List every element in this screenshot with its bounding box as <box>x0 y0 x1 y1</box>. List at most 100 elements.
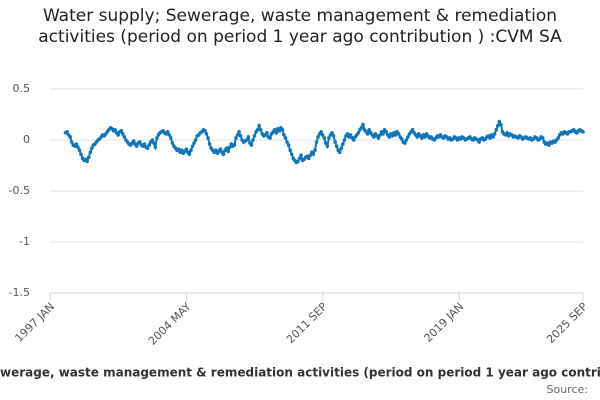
point <box>251 138 255 142</box>
point <box>187 152 192 157</box>
chart-title: Water supply; Sewerage, waste management… <box>38 6 562 47</box>
point <box>323 141 328 145</box>
point <box>477 140 481 144</box>
point <box>313 148 317 152</box>
point <box>283 136 288 140</box>
point <box>237 130 241 134</box>
point <box>76 145 80 149</box>
point <box>134 144 139 148</box>
point <box>147 143 151 147</box>
point <box>345 132 350 136</box>
point <box>330 131 334 135</box>
point <box>272 128 277 132</box>
point <box>505 131 509 135</box>
point <box>86 155 91 160</box>
point <box>403 141 407 145</box>
point <box>184 147 189 151</box>
point <box>190 144 195 148</box>
legend-label: Water supply; Sewerage, waste management… <box>0 366 600 380</box>
point <box>320 133 325 137</box>
x-tick-label: 2019 JAN <box>422 300 467 345</box>
point <box>423 135 427 139</box>
point <box>69 140 74 144</box>
point <box>152 141 156 145</box>
point <box>381 132 385 136</box>
point <box>285 140 289 144</box>
y-tick-label: -1 <box>19 235 30 248</box>
point <box>348 133 353 137</box>
point <box>316 135 320 139</box>
point <box>495 123 500 128</box>
point <box>393 133 398 137</box>
point <box>396 132 401 136</box>
point <box>289 152 294 157</box>
point <box>399 137 404 141</box>
point <box>249 143 254 147</box>
point <box>296 159 300 164</box>
series-line <box>64 119 584 164</box>
point <box>246 135 251 139</box>
y-tick-label: -1.5 <box>9 286 30 299</box>
point <box>359 125 364 130</box>
point <box>122 135 127 139</box>
point <box>327 136 331 140</box>
point <box>288 148 292 152</box>
point <box>226 149 230 154</box>
point <box>297 156 302 161</box>
point <box>165 130 170 134</box>
point <box>282 133 286 137</box>
point <box>255 128 260 132</box>
point <box>235 133 240 137</box>
point <box>406 135 410 139</box>
point <box>85 159 89 164</box>
point <box>74 142 79 146</box>
point <box>325 144 330 148</box>
point <box>203 129 207 133</box>
point <box>113 128 117 132</box>
point <box>337 150 342 155</box>
point <box>378 133 382 137</box>
point <box>274 131 279 135</box>
point <box>65 130 69 134</box>
point <box>341 142 345 146</box>
point <box>556 136 561 140</box>
point <box>322 136 327 140</box>
point <box>232 143 237 147</box>
point <box>277 129 282 133</box>
point <box>153 145 158 149</box>
y-tick-label: 0.5 <box>13 82 31 95</box>
point <box>420 136 424 140</box>
point <box>150 138 155 142</box>
point <box>390 134 395 138</box>
point <box>308 153 313 158</box>
point <box>384 130 389 134</box>
point <box>547 143 551 147</box>
point <box>206 136 210 140</box>
point <box>410 128 415 132</box>
point <box>207 142 212 146</box>
point <box>356 131 361 135</box>
point <box>311 152 316 157</box>
point <box>387 135 392 139</box>
point <box>540 136 545 140</box>
point <box>581 130 585 134</box>
point <box>90 146 94 150</box>
point <box>334 144 339 148</box>
x-tick-label: 2011 SEP <box>284 300 330 346</box>
point <box>179 148 184 152</box>
x-tick-label: 2004 MAY <box>146 300 194 348</box>
point <box>238 134 243 138</box>
y-tick-label: -0.5 <box>9 184 30 197</box>
point <box>372 135 376 139</box>
point <box>204 132 209 136</box>
point <box>170 141 175 145</box>
point <box>286 143 291 147</box>
point <box>224 146 229 150</box>
point <box>138 140 142 144</box>
point <box>155 136 159 140</box>
point <box>227 145 232 149</box>
point <box>258 128 263 132</box>
point <box>265 131 269 135</box>
x-tick-label: 1997 JAN <box>12 300 57 345</box>
